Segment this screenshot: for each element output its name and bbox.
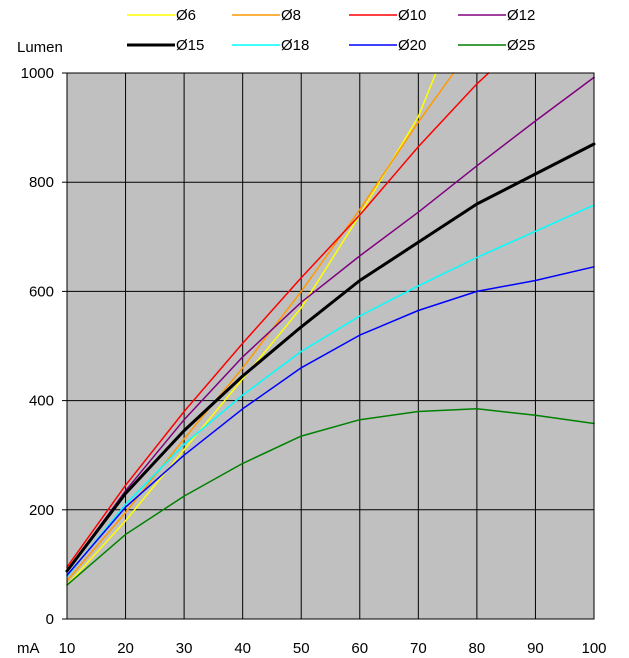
y-tick-label: 200 xyxy=(29,502,54,519)
y-axis-label: Lumen xyxy=(17,39,63,56)
series-line xyxy=(66,204,595,578)
x-tick-label: 70 xyxy=(410,640,427,657)
x-tick-label: 100 xyxy=(581,640,606,657)
legend-label: Ø25 xyxy=(507,37,535,54)
series-line xyxy=(66,72,490,568)
x-axis-label: mA xyxy=(17,640,40,657)
legend-label: Ø15 xyxy=(176,37,204,54)
y-tick-label: 400 xyxy=(29,393,54,410)
x-tick-label: 60 xyxy=(351,640,368,657)
legend-label: Ø18 xyxy=(281,37,309,54)
series-line xyxy=(66,76,595,572)
x-tick-label: 20 xyxy=(117,640,134,657)
legend-label: Ø20 xyxy=(398,37,426,54)
series-line xyxy=(66,72,437,586)
series-layer xyxy=(65,72,596,586)
legend: Ø6 Ø8 Ø10 Ø12 Ø15 Ø18 Ø20 Ø25 xyxy=(127,7,535,54)
x-tick-label: 50 xyxy=(293,640,310,657)
legend-label: Ø6 xyxy=(176,7,196,24)
series-line xyxy=(65,142,596,573)
y-tick-label: 600 xyxy=(29,283,54,300)
x-tick-label: 10 xyxy=(59,640,76,657)
plot-border xyxy=(66,72,595,620)
x-tick-label: 40 xyxy=(234,640,251,657)
x-tick-label: 30 xyxy=(176,640,193,657)
y-tick-label: 1000 xyxy=(21,65,54,82)
y-tick-label: 800 xyxy=(29,174,54,191)
plot-area xyxy=(67,73,594,619)
legend-label: Ø8 xyxy=(281,7,301,24)
legend-label: Ø12 xyxy=(507,7,535,24)
y-tick-label: 0 xyxy=(46,611,54,628)
x-tick-label: 80 xyxy=(469,640,486,657)
x-tick-label: 90 xyxy=(527,640,544,657)
series-line xyxy=(66,408,595,586)
legend-label: Ø10 xyxy=(398,7,426,24)
series-line xyxy=(66,266,595,577)
